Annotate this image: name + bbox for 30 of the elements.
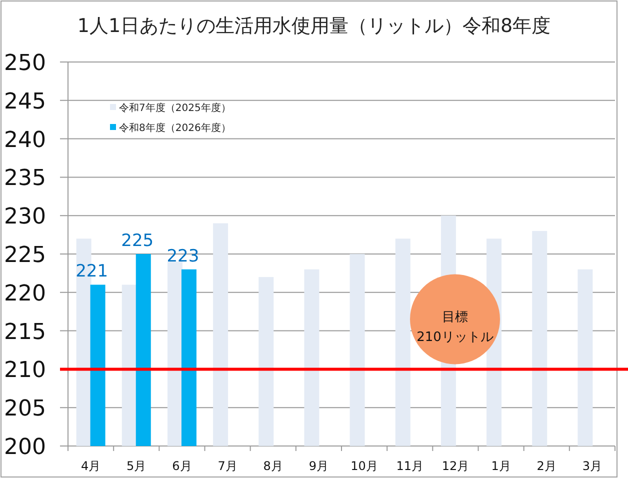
y-tick-label: 235	[4, 166, 46, 192]
x-tick-label: 6月	[172, 459, 192, 473]
y-tick-label: 245	[4, 89, 46, 114]
ref-line-label: 目標 210リットル	[416, 310, 494, 346]
x-tick-label: 1月	[491, 459, 511, 473]
y-tick-label: 250	[4, 51, 46, 76]
x-tick-label: 9月	[308, 459, 329, 473]
y-tick-label: 205	[4, 396, 46, 422]
x-tick-label: 8月	[263, 459, 283, 473]
data-label: 225	[121, 231, 154, 251]
x-tick-label: 11月	[396, 459, 424, 473]
data-label: 223	[166, 246, 200, 266]
y-tick-label: 240	[4, 128, 46, 153]
x-tick-label: 10月	[350, 459, 378, 473]
legend-label: 令和7年度（2025年度）	[119, 102, 231, 114]
y-tick-label: 200	[4, 435, 46, 460]
x-tick-label: 12月	[442, 459, 470, 473]
legend-label: 令和8年度（2026年度）	[119, 122, 231, 134]
x-tick-label: 4月	[80, 459, 101, 473]
x-tick-label: 2月	[536, 459, 556, 473]
data-label: 221	[76, 262, 108, 282]
x-tick-label: 5月	[126, 459, 146, 473]
x-tick-label: 7月	[218, 459, 238, 473]
y-tick-label: 210	[4, 358, 46, 384]
y-tick-label: 230	[4, 204, 46, 230]
y-tick-label: 220	[4, 281, 46, 306]
y-tick-label: 225	[4, 243, 46, 268]
x-tick-label: 3月	[582, 459, 602, 473]
y-tick-label: 215	[4, 320, 46, 345]
chart-title: 1人1日あたりの生活用水使用量（リットル）令和8年度	[77, 15, 551, 37]
